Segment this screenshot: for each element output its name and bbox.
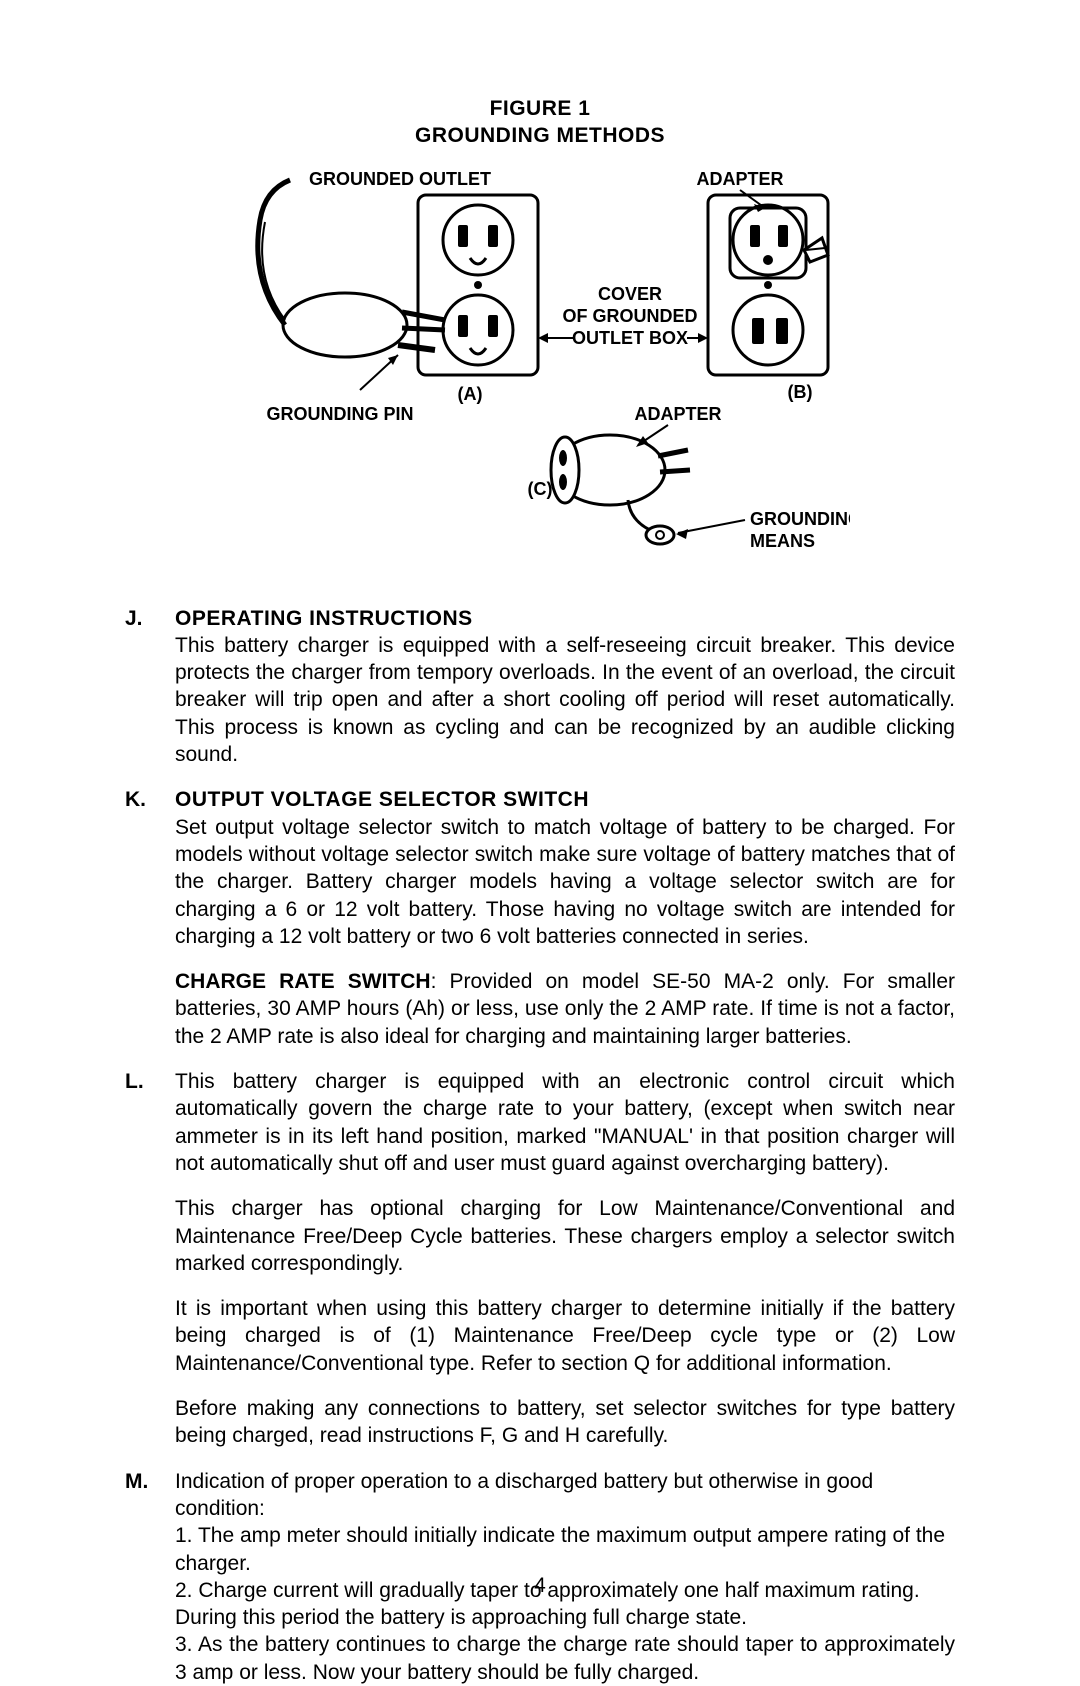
receptacle-bottom-right: [733, 295, 803, 365]
lug-wire: [628, 500, 650, 530]
figure-title-line1: FIGURE 1: [125, 95, 955, 122]
section-content: This battery charger is equipped with an…: [175, 1068, 955, 1450]
figure-title-line2: GROUNDING METHODS: [125, 122, 955, 149]
section-heading: OUTPUT VOLTAGE SELECTOR SWITCH: [175, 788, 589, 811]
slot-icon: [776, 318, 788, 344]
slot-icon: [752, 318, 764, 344]
section-body: Indication of proper operation to a disc…: [175, 1468, 955, 1523]
label-cover-1: COVER: [598, 284, 662, 304]
section-letter: L.: [125, 1068, 175, 1450]
section-body: This battery charger is equipped with a …: [175, 634, 955, 766]
section-content: OUTPUT VOLTAGE SELECTOR SWITCH Set outpu…: [175, 786, 955, 1050]
screw-icon: [764, 281, 772, 289]
label-grounding-means-1: GROUNDING: [750, 509, 850, 529]
lug-hole: [656, 531, 664, 539]
label-cover-3: OUTLET BOX: [572, 328, 688, 348]
slot-icon: [778, 225, 788, 247]
slot-icon: [488, 225, 498, 247]
label-c: (C): [528, 479, 553, 499]
label-grounded-outlet: GROUNDED OUTLET: [309, 169, 491, 189]
grounding-methods-diagram: GROUNDED OUTLET (A) GROUNDING PIN ADAPTE…: [230, 160, 850, 580]
prong-icon: [660, 470, 690, 472]
section-k: K. OUTPUT VOLTAGE SELECTOR SWITCH Set ou…: [125, 786, 955, 1050]
arrowhead-icon: [676, 529, 688, 539]
inline-bold: CHARGE RATE SWITCH: [175, 970, 431, 993]
arrow-line: [678, 520, 745, 533]
section-l: L. This battery charger is equipped with…: [125, 1068, 955, 1450]
section-body: It is important when using this battery …: [175, 1295, 955, 1377]
screw-icon: [474, 281, 482, 289]
slot-icon: [488, 315, 498, 337]
section-body: This battery charger is equipped with an…: [175, 1068, 955, 1177]
slot-icon: [458, 225, 468, 247]
plug-body-left: [283, 293, 407, 357]
section-content: OPERATING INSTRUCTIONS This battery char…: [175, 605, 955, 769]
section-j: J. OPERATING INSTRUCTIONS This battery c…: [125, 605, 955, 769]
section-letter: J.: [125, 605, 175, 769]
section-body: 3. As the battery continues to charge th…: [175, 1631, 955, 1686]
slot-icon: [559, 450, 567, 466]
document-page: FIGURE 1 GROUNDING METHODS GROUNDED OUTL…: [0, 0, 1080, 1669]
prong-icon: [402, 328, 445, 330]
section-body: Set output voltage selector switch to ma…: [175, 816, 955, 948]
label-grounding-means-2: MEANS: [750, 531, 815, 551]
label-adapter-2: ADAPTER: [634, 404, 721, 424]
page-number: 4: [0, 1572, 1080, 1599]
label-b: (B): [788, 382, 813, 402]
section-body: 1. The amp meter should initially indica…: [175, 1522, 955, 1577]
label-adapter-top: ADAPTER: [696, 169, 783, 189]
section-heading: OPERATING INSTRUCTIONS: [175, 607, 473, 630]
ground-dot-icon: [763, 255, 773, 265]
prong-icon: [658, 450, 688, 456]
section-letter: K.: [125, 786, 175, 1050]
section-body: This charger has optional charging for L…: [175, 1195, 955, 1277]
label-a: (A): [458, 384, 483, 404]
label-cover-2: OF GROUNDED: [563, 306, 698, 326]
slot-icon: [750, 225, 760, 247]
slot-icon: [559, 474, 567, 490]
label-grounding-pin: GROUNDING PIN: [266, 404, 413, 424]
adapter-side-face: [551, 437, 579, 503]
section-body: During this period the battery is approa…: [175, 1604, 955, 1631]
section-body: Before making any connections to battery…: [175, 1395, 955, 1450]
slot-icon: [458, 315, 468, 337]
